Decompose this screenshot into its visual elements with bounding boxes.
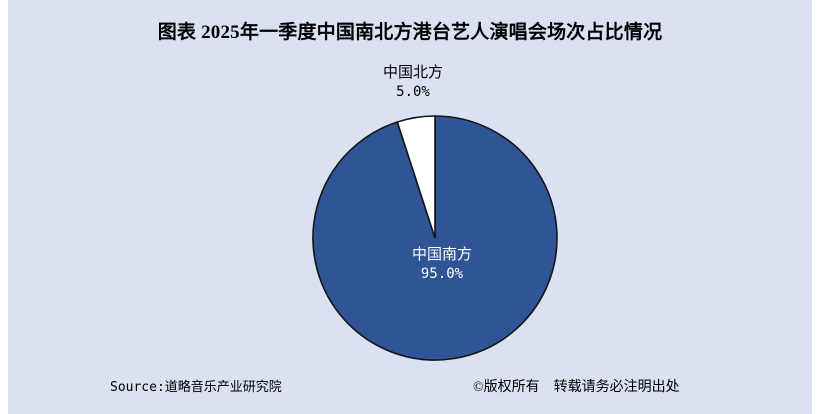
copyright-note: ©版权所有 转载请务必注明出处 — [473, 380, 680, 395]
pie-slice-china-north[interactable] — [396, 115, 436, 239]
chart-title: 图表 2025年一季度中国南北方港台艺人演唱会场次占比情况 — [157, 22, 663, 43]
pie-label-china-south-value: 95.0% — [420, 266, 464, 282]
pie-label-china-north-value: 5.0% — [396, 84, 430, 100]
pie-label-china-south-category: 中国南方 — [411, 247, 472, 263]
source-note: Source:道略音乐产业研究院 — [110, 380, 282, 395]
pie-chart — [8, 0, 812, 414]
pie-label-china-north-category: 中国北方 — [382, 65, 443, 81]
pie-chart-svg — [312, 115, 558, 361]
pie-label-china-south: 中国南方 95.0% — [377, 245, 507, 283]
chart-canvas: 图表 2025年一季度中国南北方港台艺人演唱会场次占比情况 中国北方 5.0% … — [8, 0, 812, 414]
pie-label-china-north: 中国北方 5.0% — [348, 64, 478, 101]
